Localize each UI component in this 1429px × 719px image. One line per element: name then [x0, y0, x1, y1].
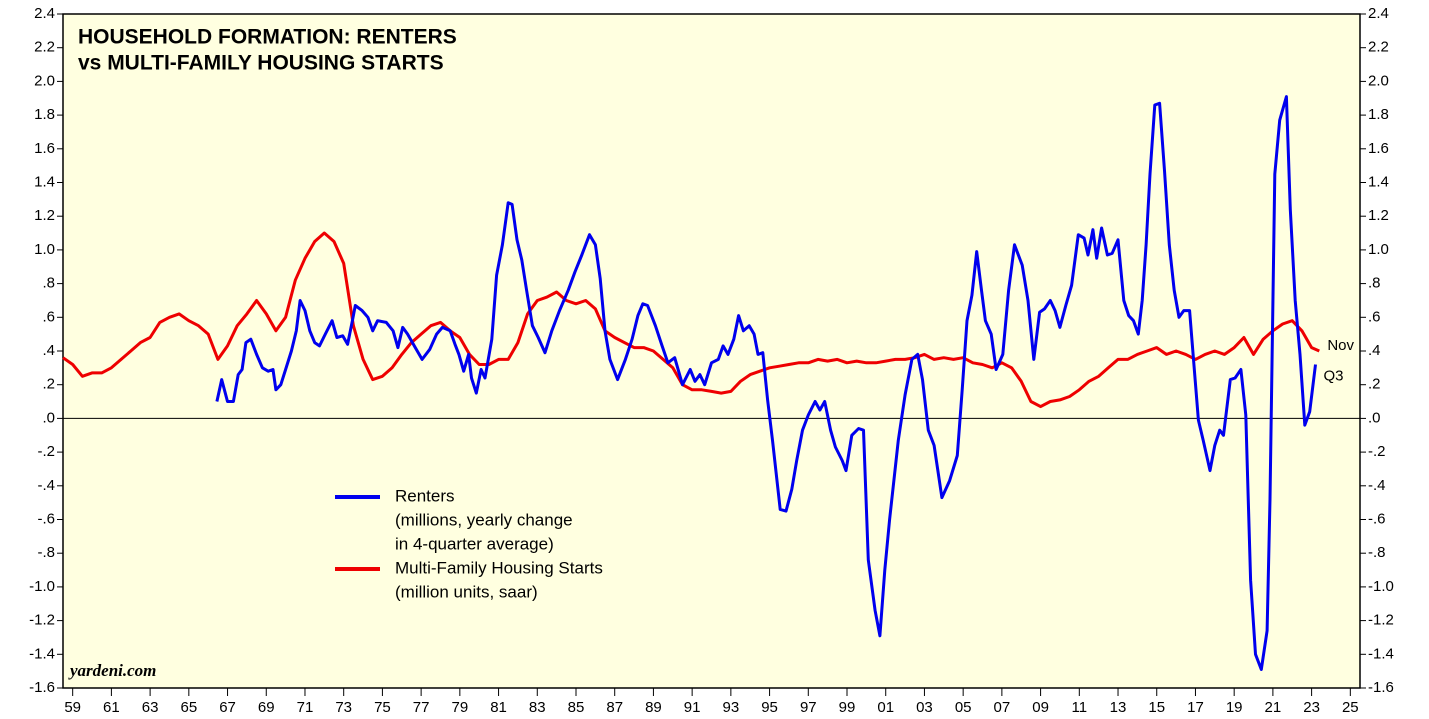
x-tick-label: 67 [219, 699, 236, 716]
y-tick-label: 1.2 [1368, 207, 1389, 224]
legend-label: Multi-Family Housing Starts [395, 558, 603, 577]
y-tick-label: -1.4 [29, 645, 55, 662]
x-tick-label: 21 [1265, 699, 1282, 716]
end-label: Nov [1327, 337, 1354, 354]
x-tick-label: 83 [529, 699, 546, 716]
y-tick-label: .4 [1368, 342, 1381, 359]
x-tick-label: 81 [490, 699, 507, 716]
x-tick-label: 87 [606, 699, 623, 716]
x-tick-label: 79 [451, 699, 468, 716]
y-tick-label: -.8 [1368, 544, 1386, 561]
y-tick-label: -1.6 [1368, 679, 1394, 696]
x-tick-label: 91 [684, 699, 701, 716]
y-tick-label: 1.8 [34, 106, 55, 123]
y-tick-label: .0 [42, 409, 55, 426]
y-tick-label: 2.4 [1368, 5, 1389, 22]
y-tick-label: 2.0 [1368, 72, 1389, 89]
legend-note: (million units, saar) [395, 582, 538, 601]
x-tick-label: 61 [103, 699, 120, 716]
x-tick-label: 19 [1226, 699, 1243, 716]
y-tick-label: -.2 [1368, 443, 1386, 460]
y-tick-label: -1.6 [29, 679, 55, 696]
x-tick-label: 17 [1187, 699, 1204, 716]
chart-title: vs MULTI-FAMILY HOUSING STARTS [78, 52, 444, 75]
source: yardeni.com [68, 661, 156, 680]
y-tick-label: .4 [42, 342, 55, 359]
y-tick-label: -1.0 [29, 578, 55, 595]
y-tick-label: .0 [1368, 409, 1381, 426]
y-tick-label: 1.8 [1368, 106, 1389, 123]
y-tick-label: 2.2 [34, 39, 55, 56]
y-tick-label: 1.4 [34, 173, 55, 190]
x-tick-label: 07 [994, 699, 1011, 716]
x-tick-label: 23 [1303, 699, 1320, 716]
y-tick-label: -.4 [1368, 477, 1386, 494]
y-tick-label: .6 [42, 308, 55, 325]
y-tick-label: -1.4 [1368, 645, 1394, 662]
y-tick-label: 1.4 [1368, 173, 1389, 190]
y-tick-label: .8 [1368, 275, 1381, 292]
x-tick-label: 11 [1072, 699, 1088, 716]
y-tick-label: -1.0 [1368, 578, 1394, 595]
x-tick-label: 65 [180, 699, 197, 716]
x-tick-label: 13 [1110, 699, 1127, 716]
legend-note: in 4-quarter average) [395, 534, 554, 553]
x-tick-label: 15 [1148, 699, 1165, 716]
y-tick-label: 1.0 [34, 241, 55, 258]
series-line [215, 95, 1317, 671]
end-label: Q3 [1323, 367, 1343, 384]
x-tick-label: 05 [955, 699, 972, 716]
y-tick-label: -1.2 [1368, 612, 1394, 629]
x-tick-label: 89 [645, 699, 662, 716]
y-tick-label: 2.4 [34, 5, 55, 22]
x-tick-label: 95 [761, 699, 778, 716]
x-tick-label: 99 [839, 699, 856, 716]
y-tick-label: .8 [42, 275, 55, 292]
plot-area [62, 13, 1361, 689]
x-tick-label: 69 [258, 699, 275, 716]
y-tick-label: 1.2 [34, 207, 55, 224]
y-tick-label: -.4 [37, 477, 55, 494]
y-tick-label: 1.6 [34, 140, 55, 157]
chart-title: HOUSEHOLD FORMATION: RENTERS [78, 26, 457, 49]
x-tick-label: 63 [142, 699, 159, 716]
y-tick-label: .6 [1368, 308, 1381, 325]
y-tick-label: 2.0 [34, 72, 55, 89]
y-tick-label: .2 [1368, 376, 1381, 393]
y-tick-label: 1.0 [1368, 241, 1389, 258]
x-tick-label: 59 [64, 699, 81, 716]
y-tick-label: 2.2 [1368, 39, 1389, 56]
x-tick-label: 85 [568, 699, 585, 716]
x-tick-label: 09 [1032, 699, 1049, 716]
legend-note: (millions, yearly change [395, 510, 573, 529]
y-tick-label: -.8 [37, 544, 55, 561]
series-line [62, 231, 1320, 409]
x-tick-label: 01 [877, 699, 894, 716]
y-tick-label: -.2 [37, 443, 55, 460]
x-tick-label: 25 [1342, 699, 1359, 716]
y-tick-label: -.6 [1368, 510, 1386, 527]
y-tick-label: -1.2 [29, 612, 55, 629]
y-tick-label: .2 [42, 376, 55, 393]
x-tick-label: 73 [335, 699, 352, 716]
legend-label: Renters [395, 486, 455, 505]
x-tick-label: 77 [413, 699, 430, 716]
x-tick-label: 71 [297, 699, 314, 716]
x-tick-label: 75 [374, 699, 391, 716]
x-tick-label: 97 [800, 699, 817, 716]
x-tick-label: 93 [723, 699, 740, 716]
y-tick-label: -.6 [37, 510, 55, 527]
x-tick-label: 03 [916, 699, 933, 716]
y-tick-label: 1.6 [1368, 140, 1389, 157]
